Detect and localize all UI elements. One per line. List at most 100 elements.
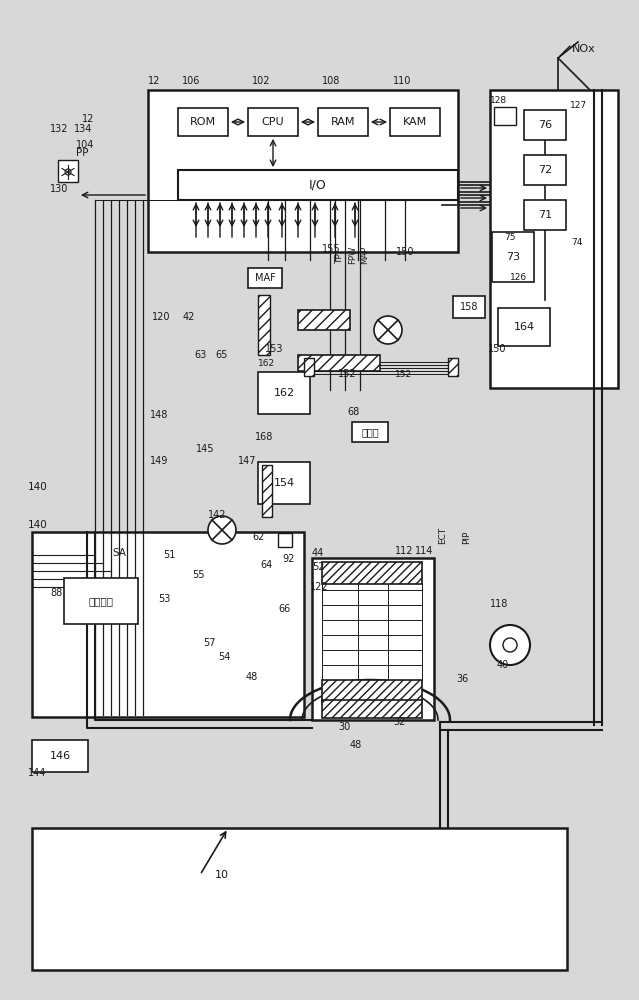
Text: 10: 10 <box>215 870 229 880</box>
Text: 162: 162 <box>258 359 275 368</box>
Bar <box>498 308 550 346</box>
Text: 88: 88 <box>50 588 62 598</box>
Bar <box>490 90 618 388</box>
Bar <box>278 533 292 547</box>
Text: 152: 152 <box>338 369 357 379</box>
Bar <box>64 578 138 624</box>
Text: 132: 132 <box>50 124 68 134</box>
Text: 12: 12 <box>82 114 95 124</box>
Text: 42: 42 <box>183 312 196 322</box>
Text: 127: 127 <box>570 101 587 110</box>
Text: 122: 122 <box>310 582 328 592</box>
Text: 75: 75 <box>504 233 516 242</box>
Bar <box>32 828 567 970</box>
Text: 48: 48 <box>246 672 258 682</box>
Bar <box>258 372 310 414</box>
Circle shape <box>208 516 236 544</box>
Bar <box>524 110 566 140</box>
Text: 149: 149 <box>150 456 168 466</box>
Text: I/O: I/O <box>309 178 327 192</box>
Bar <box>58 160 78 182</box>
Text: MAF: MAF <box>254 273 275 283</box>
Text: 53: 53 <box>158 594 171 604</box>
Bar <box>492 232 534 282</box>
Text: 55: 55 <box>192 570 204 580</box>
Text: 62: 62 <box>252 532 265 542</box>
Text: 40: 40 <box>497 660 509 670</box>
Text: 146: 146 <box>49 751 70 761</box>
Bar <box>298 310 350 330</box>
Text: KAM: KAM <box>403 117 427 127</box>
Text: 点火系统: 点火系统 <box>88 596 114 606</box>
Bar <box>322 700 422 718</box>
Bar <box>312 558 434 720</box>
Text: ROM: ROM <box>190 117 216 127</box>
Bar <box>494 107 516 125</box>
Text: 32: 32 <box>393 717 405 727</box>
Text: 104: 104 <box>76 140 95 150</box>
Bar <box>248 268 282 288</box>
Text: 102: 102 <box>252 76 270 86</box>
Text: 128: 128 <box>490 96 507 105</box>
Text: RAM: RAM <box>331 117 355 127</box>
Text: 142: 142 <box>208 510 226 520</box>
Text: 130: 130 <box>50 184 68 194</box>
Text: 驱动机: 驱动机 <box>361 427 379 437</box>
Text: 54: 54 <box>218 652 231 662</box>
Text: 120: 120 <box>152 312 171 322</box>
Text: 108: 108 <box>322 76 341 86</box>
Text: 92: 92 <box>282 554 295 564</box>
Bar <box>258 462 310 504</box>
Text: 155: 155 <box>322 244 341 254</box>
Bar <box>448 358 458 376</box>
Text: 52: 52 <box>312 562 325 572</box>
Text: 72: 72 <box>538 165 552 175</box>
Text: 126: 126 <box>510 273 527 282</box>
Text: 12: 12 <box>148 76 160 86</box>
Text: 51: 51 <box>163 550 175 560</box>
Text: SA: SA <box>112 548 126 558</box>
Text: 147: 147 <box>238 456 256 466</box>
Bar <box>178 170 458 200</box>
Text: 168: 168 <box>255 432 273 442</box>
Text: 164: 164 <box>514 322 535 332</box>
Text: 153: 153 <box>265 344 284 354</box>
Text: FPW: FPW <box>348 246 357 264</box>
Text: MAP: MAP <box>360 246 369 264</box>
Bar <box>390 108 440 136</box>
Bar <box>298 355 380 371</box>
Bar <box>32 532 304 717</box>
Bar <box>453 296 485 318</box>
Text: 106: 106 <box>182 76 201 86</box>
Text: CPU: CPU <box>262 117 284 127</box>
Text: PP: PP <box>76 148 88 158</box>
Text: TP: TP <box>335 253 344 264</box>
Text: 57: 57 <box>203 638 215 648</box>
Text: 148: 148 <box>150 410 168 420</box>
Text: 162: 162 <box>273 388 295 398</box>
Text: 76: 76 <box>538 120 552 130</box>
Circle shape <box>490 625 530 665</box>
Text: NOx: NOx <box>572 44 596 54</box>
Text: 71: 71 <box>538 210 552 220</box>
Text: 74: 74 <box>571 238 582 247</box>
Bar <box>248 108 298 136</box>
Bar <box>318 108 368 136</box>
Bar <box>322 680 422 702</box>
Text: 63: 63 <box>194 350 206 360</box>
Text: 134: 134 <box>74 124 93 134</box>
Text: 44: 44 <box>312 548 324 558</box>
Bar <box>524 200 566 230</box>
Bar <box>258 295 270 355</box>
Text: 158: 158 <box>459 302 478 312</box>
Text: 36: 36 <box>456 674 468 684</box>
Text: 140: 140 <box>28 482 48 492</box>
Text: 110: 110 <box>393 76 412 86</box>
Text: 30: 30 <box>338 722 350 732</box>
Text: 73: 73 <box>506 252 520 262</box>
Text: 64: 64 <box>260 560 272 570</box>
Text: 150: 150 <box>488 344 507 354</box>
Bar <box>32 740 88 772</box>
Bar <box>262 465 272 517</box>
Text: 145: 145 <box>196 444 215 454</box>
